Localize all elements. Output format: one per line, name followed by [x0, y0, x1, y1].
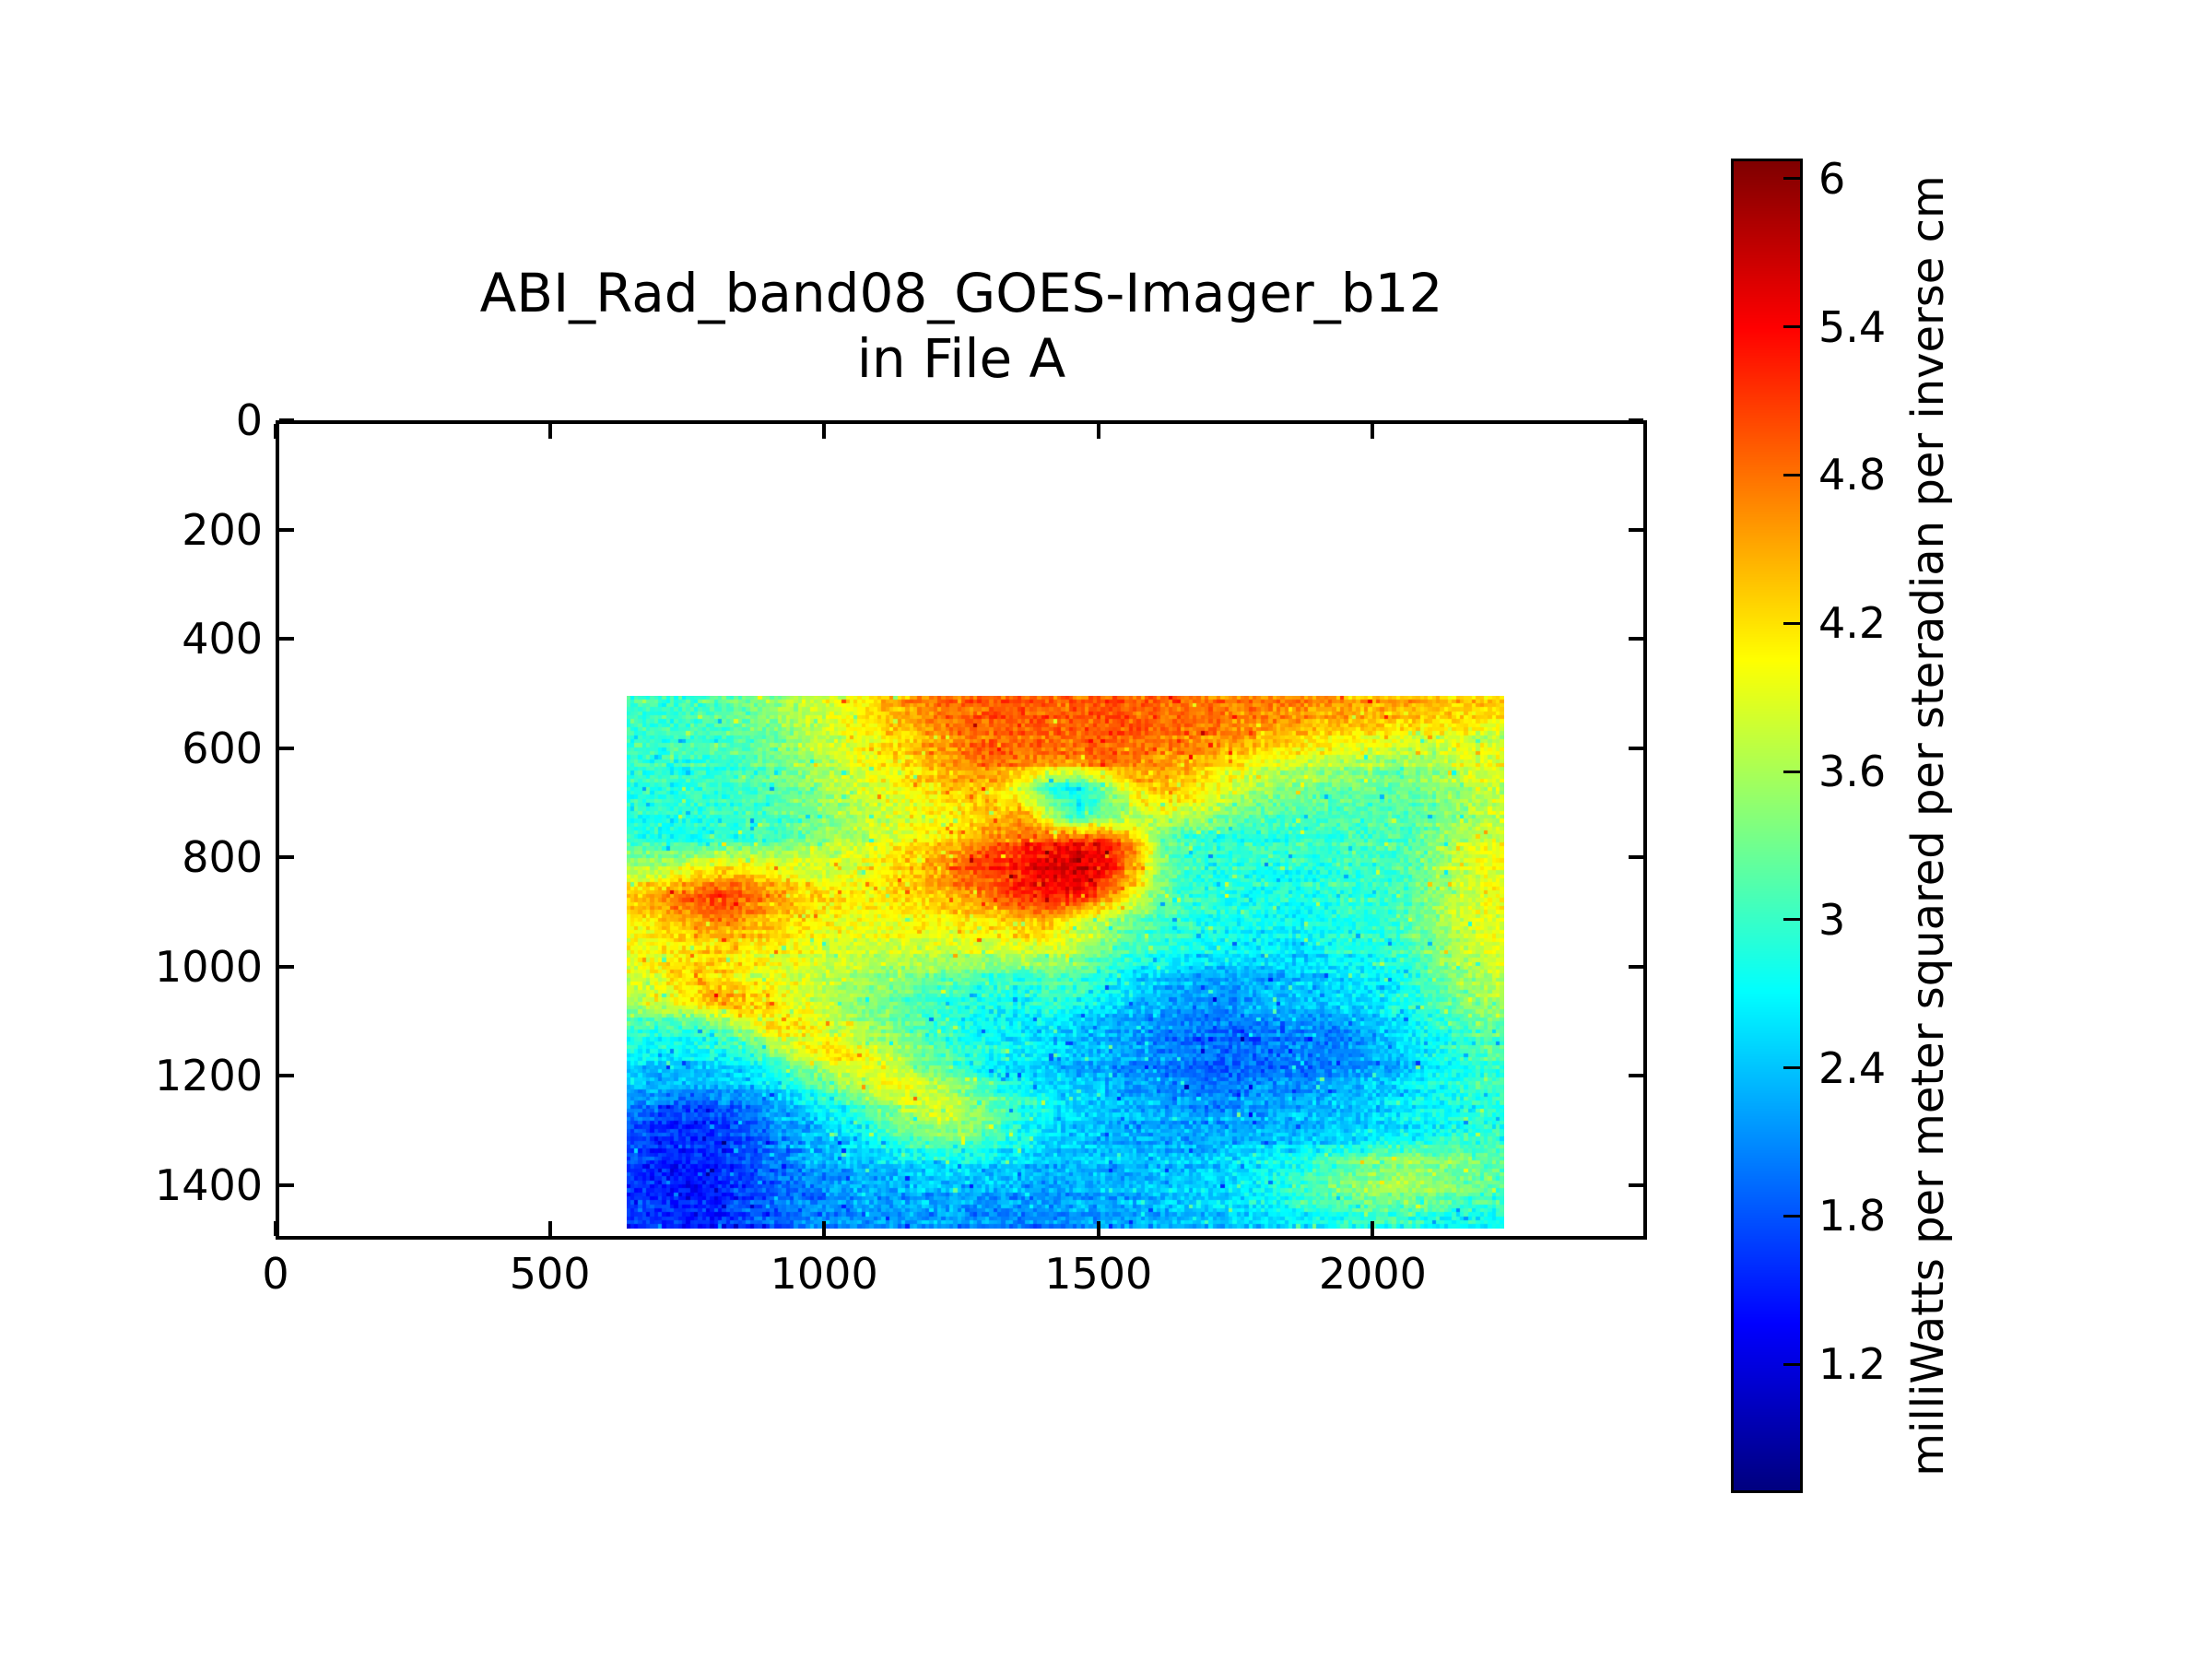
colorbar-tick-label: 4.8 — [1818, 450, 1887, 500]
y-tick-mark — [279, 855, 294, 860]
y-tick-mark-right — [1629, 746, 1643, 750]
colorbar-tick-label: 2.4 — [1818, 1042, 1887, 1093]
y-tick-mark-right — [1629, 964, 1643, 969]
colorbar-tick-label: 3.6 — [1818, 747, 1887, 797]
x-tick-label: 1000 — [770, 1249, 878, 1299]
y-tick-mark — [279, 527, 294, 532]
y-tick-label: 200 — [182, 504, 263, 555]
x-tick-mark-top — [822, 424, 827, 439]
colorbar-tick-mark — [1783, 621, 1800, 625]
y-tick-label: 800 — [182, 832, 263, 883]
chart-title: ABI_Rad_band08_GOES-Imager_b12 in File A — [480, 261, 1443, 392]
colorbar-tick-mark — [1783, 1214, 1800, 1218]
x-tick-mark-top — [1371, 424, 1375, 439]
x-tick-label: 1500 — [1044, 1249, 1153, 1299]
colorbar-tick-mark — [1783, 770, 1800, 773]
y-tick-label: 1200 — [154, 1051, 263, 1101]
colorbar-tick-label: 1.2 — [1818, 1339, 1887, 1390]
x-tick-label: 500 — [509, 1249, 591, 1299]
colorbar-tick-label: 5.4 — [1818, 301, 1887, 352]
x-tick-label: 2000 — [1318, 1249, 1427, 1299]
x-tick-mark — [1371, 1221, 1375, 1236]
y-tick-mark-right — [1629, 527, 1643, 532]
y-tick-mark-right — [1629, 855, 1643, 860]
colorbar-tick-label: 6 — [1818, 153, 1846, 204]
y-tick-mark — [279, 746, 294, 750]
x-tick-label: 0 — [262, 1249, 289, 1299]
x-tick-mark — [547, 1221, 552, 1236]
y-tick-mark-right — [1629, 1074, 1643, 1078]
y-tick-label: 1400 — [154, 1159, 263, 1210]
y-tick-mark — [279, 1182, 294, 1187]
colorbar-tick-label: 1.8 — [1818, 1191, 1887, 1241]
colorbar-tick-mark — [1783, 1066, 1800, 1070]
colorbar-tick-mark — [1783, 473, 1800, 477]
heatmap-image — [627, 696, 1504, 1229]
colorbar-tick-mark — [1783, 325, 1800, 329]
y-tick-label: 0 — [235, 395, 263, 445]
chart-title-line2: in File A — [856, 326, 1066, 390]
y-tick-mark-right — [1629, 1182, 1643, 1187]
colorbar — [1731, 159, 1803, 1493]
x-tick-mark — [1096, 1221, 1100, 1236]
colorbar-tick-label: 4.2 — [1818, 598, 1887, 649]
colorbar-tick-mark — [1783, 177, 1800, 181]
colorbar-tick-mark — [1783, 1362, 1800, 1366]
chart-title-line1: ABI_Rad_band08_GOES-Imager_b12 — [479, 262, 1443, 324]
x-tick-mark-top — [547, 424, 552, 439]
x-tick-mark — [822, 1221, 827, 1236]
x-tick-mark-top — [274, 424, 277, 439]
y-tick-mark-right — [1629, 418, 1643, 422]
y-tick-label: 1000 — [154, 941, 263, 992]
colorbar-tick-label: 3 — [1818, 894, 1846, 945]
y-tick-mark — [279, 1074, 294, 1078]
y-tick-label: 400 — [182, 614, 263, 665]
colorbar-tick-mark — [1783, 918, 1800, 922]
y-tick-mark — [279, 964, 294, 969]
x-tick-mark-top — [1096, 424, 1100, 439]
colorbar-label: milliWatts per meter squared per steradi… — [1902, 175, 1954, 1477]
y-tick-mark — [279, 637, 294, 641]
colorbar-gradient — [1734, 161, 1800, 1490]
y-tick-mark — [279, 418, 294, 422]
y-tick-label: 600 — [182, 723, 263, 773]
x-tick-mark — [274, 1221, 277, 1236]
y-tick-mark-right — [1629, 637, 1643, 641]
